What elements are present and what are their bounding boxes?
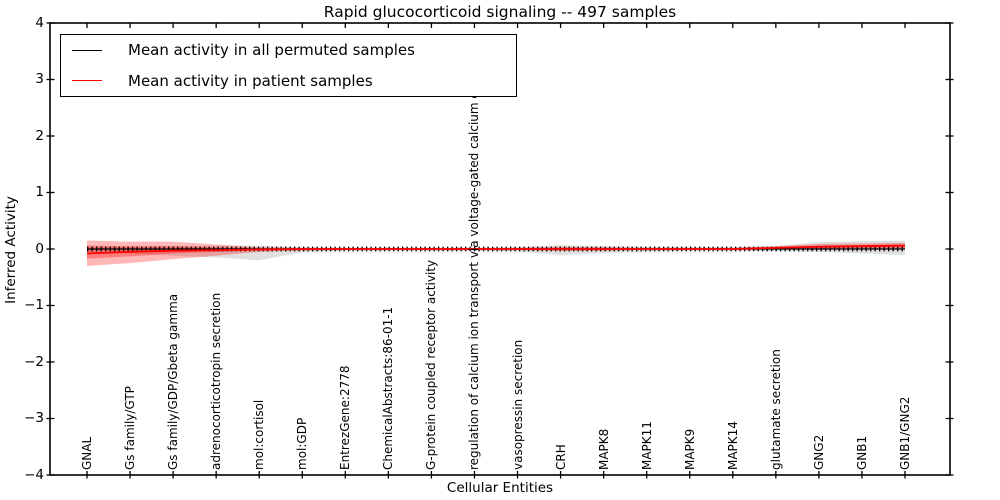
legend-entry-patient: Mean activity in patient samples bbox=[72, 72, 516, 90]
legend: Mean activity in all permuted samples Me… bbox=[60, 34, 517, 97]
y-tick-label: −2 bbox=[24, 353, 44, 370]
y-tick-label: 3 bbox=[35, 71, 44, 87]
chart-title: Rapid glucocorticoid signaling -- 497 sa… bbox=[323, 3, 677, 21]
legend-entry-patient-label: Mean activity in patient samples bbox=[128, 71, 373, 90]
patient-mean-line bbox=[86, 244, 906, 255]
legend-line-permuted-swatch bbox=[72, 49, 102, 51]
y-axis-label: Inferred Activity bbox=[3, 196, 19, 304]
y-tick-label: 1 bbox=[35, 184, 44, 200]
legend-entry-permuted: Mean activity in all permuted samples bbox=[72, 41, 516, 59]
y-tick-label: −3 bbox=[24, 410, 44, 426]
y-tick-label: 4 bbox=[35, 14, 44, 31]
permuted-samples-range bbox=[87, 240, 905, 261]
y-tick-label: 0 bbox=[35, 240, 44, 257]
legend-entry-permuted-label: Mean activity in all permuted samples bbox=[128, 41, 415, 60]
y-tick-label: −1 bbox=[24, 297, 44, 313]
y-tick-label: −4 bbox=[24, 466, 44, 483]
x-axis-label: Cellular Entities bbox=[446, 480, 554, 496]
patient-samples-range-outer bbox=[87, 240, 905, 266]
y-tick-label: 2 bbox=[35, 127, 44, 144]
legend-line-patient-swatch bbox=[72, 80, 102, 82]
